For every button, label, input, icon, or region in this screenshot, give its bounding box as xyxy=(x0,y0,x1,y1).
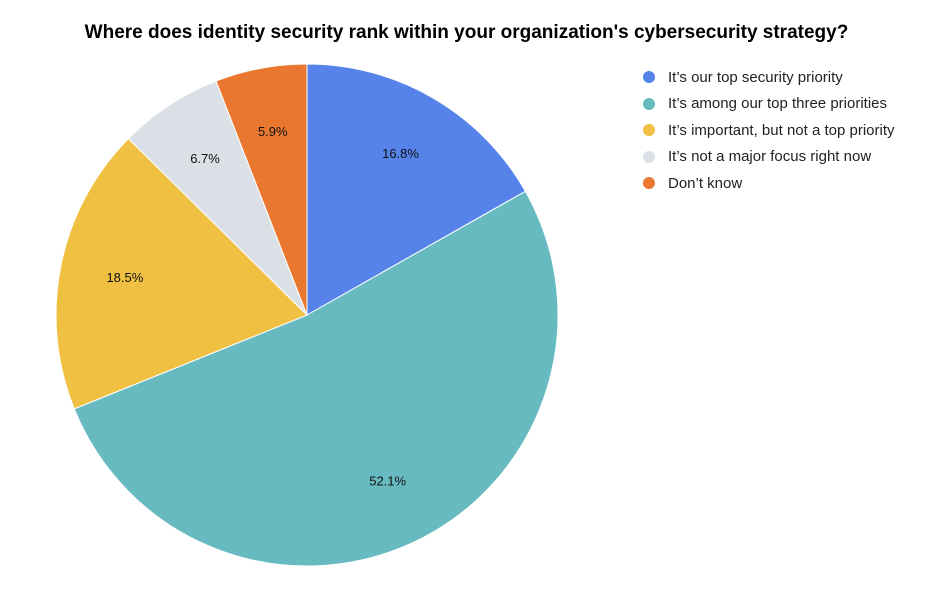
legend-item-3: It’s not a major focus right now xyxy=(643,144,895,171)
pie-slice-2 xyxy=(55,137,308,410)
slice-data-label-2: 18.5% xyxy=(106,270,143,285)
pie-slice-1 xyxy=(73,190,559,567)
pie-slice-4 xyxy=(215,63,308,316)
legend-item-4: Don’t know xyxy=(643,170,895,197)
legend-swatch-icon xyxy=(643,177,655,190)
legend-label: Don’t know xyxy=(668,174,743,192)
legend-label: It’s important, but not a top priority xyxy=(668,121,895,139)
legend-swatch-icon xyxy=(643,124,655,137)
slice-data-label-3: 6.7% xyxy=(190,151,220,166)
chart-title: Where does identity security rank within… xyxy=(84,22,849,43)
slice-data-label-4: 5.9% xyxy=(258,124,288,139)
legend-item-1: It’s among our top three priorities xyxy=(643,91,895,118)
legend-swatch-icon xyxy=(643,150,655,163)
chart-legend: It’s our top security priority It’s among… xyxy=(643,64,895,197)
pie-slice-3 xyxy=(127,80,308,316)
legend-item-0: It’s our top security priority xyxy=(643,64,895,91)
legend-item-2: It’s important, but not a top priority xyxy=(643,117,895,144)
legend-label: It’s our top security priority xyxy=(668,68,843,86)
legend-swatch-icon xyxy=(643,71,655,84)
legend-swatch-icon xyxy=(643,97,655,110)
legend-label: It’s among our top three priorities xyxy=(668,95,888,113)
slice-data-label-0: 16.8% xyxy=(382,146,419,161)
slice-data-label-1: 52.1% xyxy=(369,474,406,489)
pie-slice-0 xyxy=(306,63,527,316)
legend-label: It’s not a major focus right now xyxy=(668,148,872,166)
